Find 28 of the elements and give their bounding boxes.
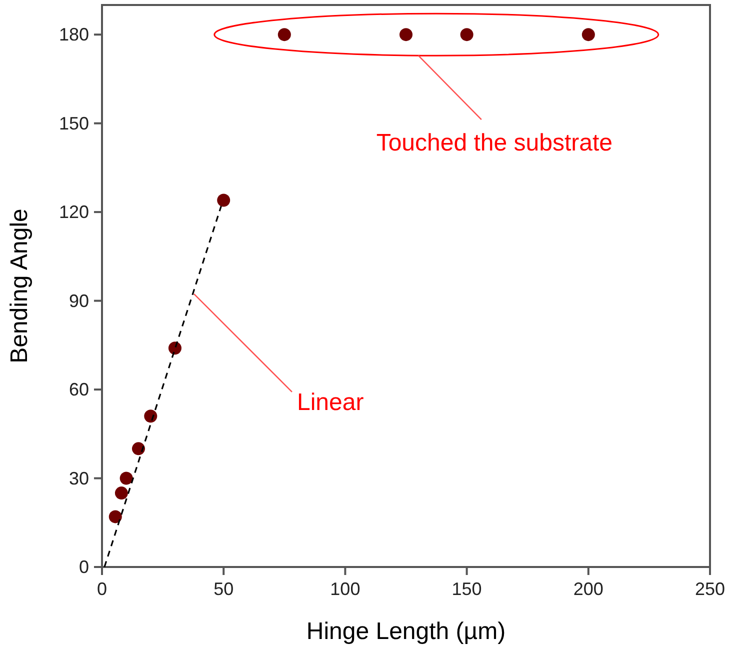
x-tick-label: 100 [330, 579, 360, 599]
point [278, 28, 291, 42]
point [217, 194, 230, 207]
x-tick-label: 200 [573, 579, 604, 599]
point [168, 342, 182, 355]
y-tick-label: 60 [68, 380, 89, 400]
point [108, 510, 122, 524]
x-tick-label: 0 [96, 579, 108, 599]
point [400, 28, 412, 42]
point [132, 442, 145, 456]
point [460, 28, 474, 42]
y-tick-label: 90 [68, 290, 89, 311]
point [144, 410, 158, 423]
y-axis-title: Bending Angle [6, 208, 33, 364]
y-tick-label: 180 [58, 24, 89, 45]
annotation: Touched the substrate [376, 130, 612, 157]
x-tick-label: 50 [214, 579, 234, 599]
point [582, 28, 595, 42]
point [114, 486, 128, 500]
y-tick-label: 0 [78, 557, 89, 577]
x-axis-title: Hinge Length (µm) [306, 618, 506, 645]
y-tick-label: 30 [68, 468, 89, 488]
point [120, 472, 133, 485]
y-tick-label: 120 [58, 202, 89, 222]
x-tick-label: 250 [694, 579, 726, 599]
x-tick-label: 150 [452, 579, 482, 599]
annotation: Linear [296, 388, 364, 416]
y-tick-label: 150 [58, 113, 89, 134]
